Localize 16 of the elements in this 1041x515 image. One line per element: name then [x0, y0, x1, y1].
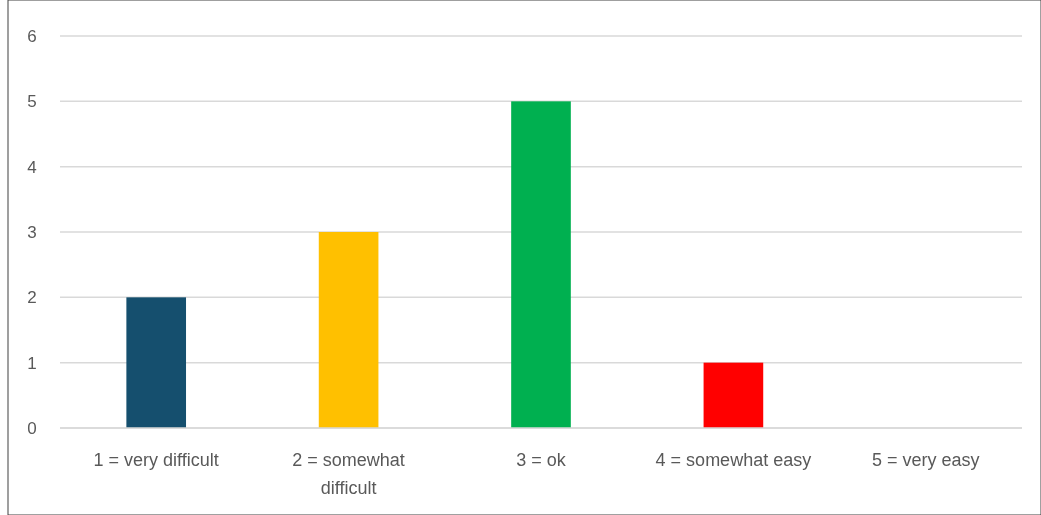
y-tick-label: 2: [27, 288, 37, 308]
y-tick-label: 4: [27, 157, 37, 177]
bar: [318, 232, 379, 428]
y-tick-label: 6: [27, 26, 37, 46]
y-tick-label: 5: [27, 92, 37, 112]
x-tick-label: 3 = ok: [516, 450, 567, 470]
x-tick-label: 4 = somewhat easy: [655, 450, 812, 470]
y-tick-label: 3: [27, 222, 37, 242]
y-tick-label: 1: [27, 353, 37, 373]
bar: [511, 101, 571, 428]
bar: [703, 362, 764, 428]
bar: [126, 297, 187, 428]
y-tick-label: 0: [27, 418, 37, 438]
x-tick-label: 5 = very easy: [872, 450, 980, 470]
x-tick-label: 2 = somewhat difficult: [292, 450, 405, 498]
x-tick-label: 1 = very difficult: [93, 450, 219, 470]
